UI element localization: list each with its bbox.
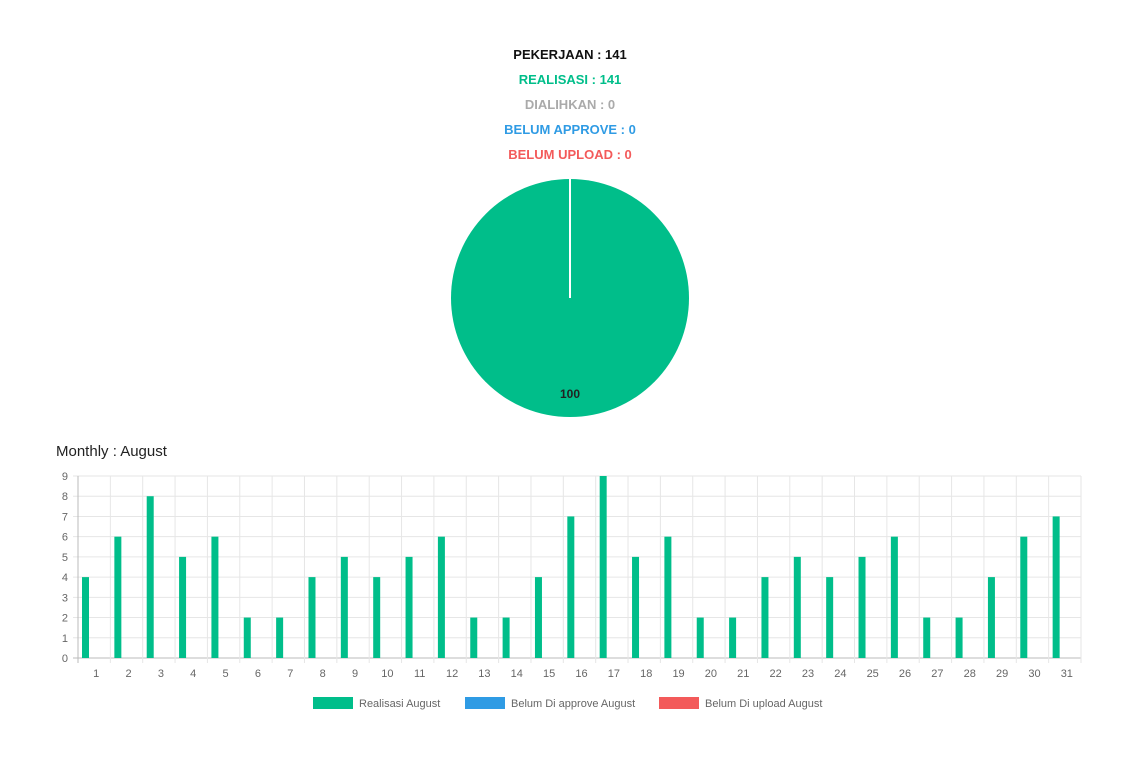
summary-belum-approve: BELUM APPROVE : 0 <box>504 122 636 137</box>
x-tick-label: 12 <box>446 668 458 680</box>
y-tick-label: 2 <box>62 613 68 625</box>
bar-realisasi-august-19[interactable] <box>664 536 672 658</box>
bar-realisasi-august-1[interactable] <box>82 577 89 658</box>
x-tick-label: 7 <box>287 668 293 680</box>
x-tick-label: 9 <box>352 668 358 680</box>
x-tick-label: 10 <box>381 668 393 680</box>
x-tick-label: 11 <box>414 668 425 680</box>
legend-label-2[interactable]: Belum Di approve August <box>511 698 635 710</box>
x-tick-label: 3 <box>158 668 164 680</box>
x-tick-label: 25 <box>867 668 879 680</box>
x-tick-label: 30 <box>1028 668 1040 680</box>
y-tick-label: 0 <box>62 653 68 665</box>
bar-realisasi-august-12[interactable] <box>437 536 445 658</box>
bar-realisasi-august-9[interactable] <box>340 556 348 658</box>
bar-realisasi-august-25[interactable] <box>858 556 866 658</box>
x-tick-label: 6 <box>255 668 261 680</box>
summary-belum-upload: BELUM UPLOAD : 0 <box>508 147 632 162</box>
x-tick-label: 28 <box>964 668 976 680</box>
y-tick-label: 4 <box>62 572 68 584</box>
bar-realisasi-august-5[interactable] <box>211 536 219 658</box>
bar-realisasi-august-3[interactable] <box>146 496 154 658</box>
bar-realisasi-august-20[interactable] <box>696 617 704 658</box>
bar-realisasi-august-13[interactable] <box>470 617 478 658</box>
bar-realisasi-august-6[interactable] <box>243 617 251 658</box>
bar-realisasi-august-24[interactable] <box>826 577 834 658</box>
bar-chart: 0 1 2 3 4 5 6 7 8 9 1 2 3 4 5 6 7 8 9 10 11 12 13 14 15 16 17 18 19 2… <box>50 466 1090 722</box>
bar-realisasi-august-18[interactable] <box>632 556 640 658</box>
bar-realisasi-august-15[interactable] <box>534 577 542 658</box>
bar-realisasi-august-31[interactable] <box>1052 516 1060 658</box>
pie-chart: 100 <box>450 178 690 418</box>
bar-realisasi-august-22[interactable] <box>761 577 769 658</box>
pie-chart-svg: 100 <box>451 179 689 417</box>
x-tick-label: 21 <box>737 668 749 680</box>
y-tick-label: 5 <box>62 552 68 564</box>
summary-dialihkan: DIALIHKAN : 0 <box>524 97 616 112</box>
bar-realisasi-august-27[interactable] <box>923 617 931 658</box>
bar-realisasi-august-16[interactable] <box>567 516 575 658</box>
legend-swatch-3[interactable] <box>659 697 699 709</box>
legend-swatch-2[interactable] <box>465 697 505 709</box>
bar-realisasi-august-10[interactable] <box>373 577 381 658</box>
x-tick-label: 22 <box>770 668 782 680</box>
legend-label-1[interactable]: Realisasi August <box>359 698 440 710</box>
bar-realisasi-august-23[interactable] <box>793 556 801 658</box>
x-tick-label: 14 <box>511 668 523 680</box>
x-tick-label: 1 <box>93 668 99 680</box>
x-tick-label: 20 <box>705 668 717 680</box>
bar-realisasi-august-8[interactable] <box>308 577 316 658</box>
y-tick-label: 3 <box>62 592 68 604</box>
y-tick-label: 6 <box>62 532 68 544</box>
x-tick-label: 13 <box>478 668 490 680</box>
y-tick-label: 9 <box>62 471 68 483</box>
x-tick-label: 5 <box>223 668 229 680</box>
bar-realisasi-august-26[interactable] <box>890 536 898 658</box>
summary-realisasi: REALISASI : 141 <box>518 72 622 87</box>
y-tick-label: 1 <box>62 633 68 645</box>
x-tick-label: 24 <box>834 668 846 680</box>
x-tick-label: 16 <box>575 668 587 680</box>
x-tick-label: 2 <box>125 668 131 680</box>
summary-panel: PEKERJAAN : 141 REALISASI : 141 DIALIHKA… <box>0 42 1140 167</box>
bar-realisasi-august-29[interactable] <box>987 577 995 658</box>
x-tick-label: 8 <box>320 668 326 680</box>
bar-realisasi-august-11[interactable] <box>405 556 413 658</box>
bar-realisasi-august-28[interactable] <box>955 617 963 658</box>
x-tick-label: 29 <box>996 668 1008 680</box>
bar-realisasi-august-4[interactable] <box>179 556 187 658</box>
x-tick-label: 27 <box>931 668 943 680</box>
x-tick-label: 19 <box>672 668 684 680</box>
legend-swatch-1[interactable] <box>313 697 353 709</box>
pie-data-label: 100 <box>560 387 580 401</box>
x-tick-label: 17 <box>608 668 620 680</box>
x-tick-label: 18 <box>640 668 652 680</box>
bar-realisasi-august-14[interactable] <box>502 617 510 658</box>
monthly-chart-title: Monthly : August <box>56 443 167 460</box>
legend-label-3[interactable]: Belum Di upload August <box>705 698 822 710</box>
x-tick-label: 23 <box>802 668 814 680</box>
x-tick-label: 15 <box>543 668 555 680</box>
bar-realisasi-august-21[interactable] <box>729 617 737 658</box>
x-tick-label: 31 <box>1061 668 1073 680</box>
summary-pekerjaan: PEKERJAAN : 141 <box>513 47 627 62</box>
x-tick-label: 26 <box>899 668 911 680</box>
bar-realisasi-august-7[interactable] <box>276 617 284 658</box>
bar-realisasi-august-2[interactable] <box>114 536 122 658</box>
bar-realisasi-august-17[interactable] <box>599 476 607 658</box>
y-tick-label: 8 <box>62 491 68 503</box>
x-tick-label: 4 <box>190 668 196 680</box>
bar-realisasi-august-30[interactable] <box>1020 536 1028 658</box>
y-tick-label: 7 <box>62 511 68 523</box>
